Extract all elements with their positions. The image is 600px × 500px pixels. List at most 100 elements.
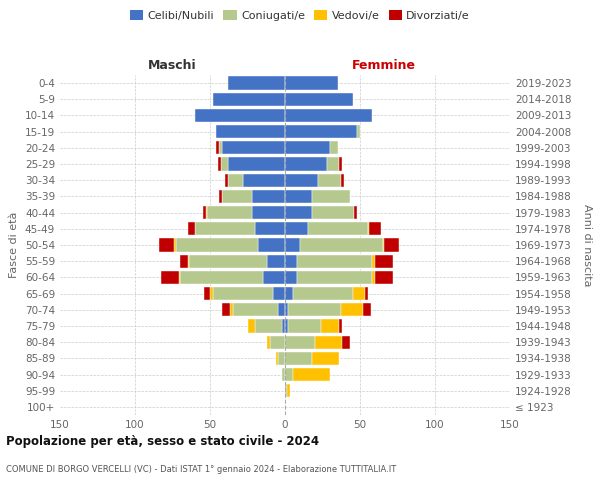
Text: COMUNE DI BORGO VERCELLI (VC) - Dati ISTAT 1° gennaio 2024 - Elaborazione TUTTIT: COMUNE DI BORGO VERCELLI (VC) - Dati IST… <box>6 465 396 474</box>
Bar <box>222 303 229 316</box>
Bar <box>159 238 174 252</box>
Bar <box>213 287 273 300</box>
Bar <box>195 109 285 122</box>
Bar <box>228 76 285 90</box>
Bar <box>312 206 354 220</box>
Text: Femmine: Femmine <box>352 60 416 72</box>
Bar <box>179 270 180 284</box>
Bar <box>342 336 349 349</box>
Bar <box>383 238 384 252</box>
Bar <box>339 158 342 170</box>
Bar <box>216 141 219 154</box>
Bar <box>285 270 297 284</box>
Bar <box>176 238 258 252</box>
Bar <box>365 287 367 300</box>
Bar <box>330 141 337 154</box>
Bar <box>252 190 285 203</box>
Bar <box>273 287 285 300</box>
Legend: Celibi/Nubili, Coniugati/e, Vedovi/e, Divorziati/e: Celibi/Nubili, Coniugati/e, Vedovi/e, Di… <box>125 6 475 25</box>
Bar <box>375 270 393 284</box>
Bar <box>308 222 367 235</box>
Bar <box>248 320 255 332</box>
Bar <box>187 222 195 235</box>
Bar <box>372 270 375 284</box>
Bar <box>207 206 252 220</box>
Text: Popolazione per età, sesso e stato civile - 2024: Popolazione per età, sesso e stato civil… <box>6 435 319 448</box>
Bar <box>277 352 285 365</box>
Bar <box>258 238 285 252</box>
Bar <box>285 76 337 90</box>
Text: Maschi: Maschi <box>148 60 197 72</box>
Bar <box>282 320 285 332</box>
Bar <box>285 92 353 106</box>
Bar <box>285 352 312 365</box>
Bar <box>341 174 343 187</box>
Bar <box>255 222 285 235</box>
Bar <box>293 368 330 381</box>
Bar <box>285 287 293 300</box>
Bar <box>297 254 372 268</box>
Bar <box>233 303 277 316</box>
Bar <box>297 270 372 284</box>
Y-axis label: Fasce di età: Fasce di età <box>10 212 19 278</box>
Bar <box>210 287 213 300</box>
Bar <box>293 287 353 300</box>
Bar <box>161 270 179 284</box>
Bar <box>285 109 372 122</box>
Bar <box>252 206 285 220</box>
Bar <box>222 141 285 154</box>
Bar <box>267 254 285 268</box>
Bar <box>204 287 210 300</box>
Bar <box>276 352 277 365</box>
Bar <box>288 303 341 316</box>
Bar <box>285 303 288 316</box>
Bar <box>285 320 288 332</box>
Bar <box>285 141 330 154</box>
Bar <box>285 368 293 381</box>
Bar <box>285 384 287 398</box>
Bar <box>282 368 285 381</box>
Bar <box>318 174 341 187</box>
Bar <box>228 174 243 187</box>
Bar <box>218 158 221 170</box>
Bar <box>285 158 327 170</box>
Bar <box>369 222 381 235</box>
Bar <box>285 222 308 235</box>
Bar <box>229 303 233 316</box>
Bar <box>372 254 375 268</box>
Bar <box>189 254 267 268</box>
Bar <box>187 254 189 268</box>
Bar <box>285 174 318 187</box>
Bar <box>270 336 285 349</box>
Bar <box>353 287 365 300</box>
Bar <box>341 303 363 316</box>
Bar <box>174 238 176 252</box>
Bar <box>285 190 312 203</box>
Bar <box>312 190 349 203</box>
Bar <box>203 206 205 220</box>
Bar <box>195 222 255 235</box>
Bar <box>327 158 339 170</box>
Bar <box>225 174 228 187</box>
Bar <box>288 320 321 332</box>
Bar <box>180 254 187 268</box>
Bar <box>255 320 282 332</box>
Bar <box>339 320 342 332</box>
Bar <box>285 206 312 220</box>
Bar <box>367 222 369 235</box>
Bar <box>384 238 399 252</box>
Bar <box>263 270 285 284</box>
Bar <box>205 206 207 220</box>
Bar <box>243 174 285 187</box>
Y-axis label: Anni di nascita: Anni di nascita <box>583 204 592 286</box>
Bar <box>267 336 270 349</box>
Bar <box>213 92 285 106</box>
Bar <box>228 158 285 170</box>
Bar <box>375 254 393 268</box>
Bar <box>219 141 222 154</box>
Bar <box>354 206 357 220</box>
Bar <box>312 352 339 365</box>
Bar <box>287 384 290 398</box>
Bar <box>216 125 285 138</box>
Bar <box>363 303 371 316</box>
